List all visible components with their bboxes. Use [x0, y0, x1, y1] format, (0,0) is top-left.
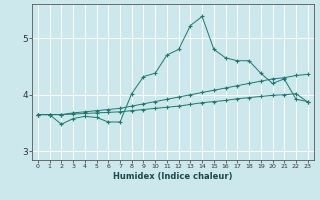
X-axis label: Humidex (Indice chaleur): Humidex (Indice chaleur) [113, 172, 233, 181]
